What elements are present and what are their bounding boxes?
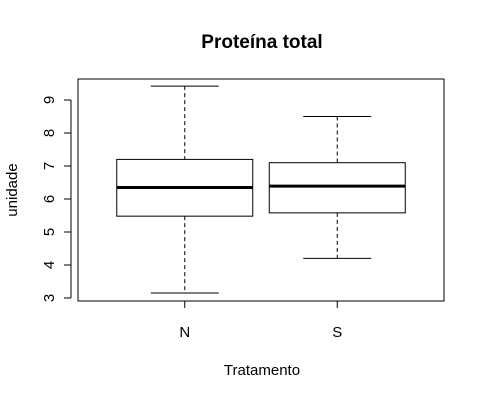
y-tick-label-3: 6 [41,195,58,203]
y-tick-label-2: 5 [41,228,58,236]
y-axis: 3 4 5 6 7 8 9 [41,96,72,302]
y-tick-label-4: 7 [41,162,58,170]
box-N [116,85,254,294]
x-tick-label-0: N [179,324,190,341]
y-tick-label-5: 8 [41,129,58,137]
boxes-group [116,85,406,294]
y-tick-label-0: 3 [41,294,58,302]
y-tick-label-1: 4 [41,261,58,269]
y-tick-label-6: 9 [41,96,58,104]
y-axis-label: unidade [4,163,21,216]
chart-title: Proteína total [201,32,322,53]
x-axis-label: Tratamento [224,362,300,379]
iqr-box-S [268,162,406,214]
x-tick-label-1: S [332,324,342,341]
box-S [268,116,406,259]
